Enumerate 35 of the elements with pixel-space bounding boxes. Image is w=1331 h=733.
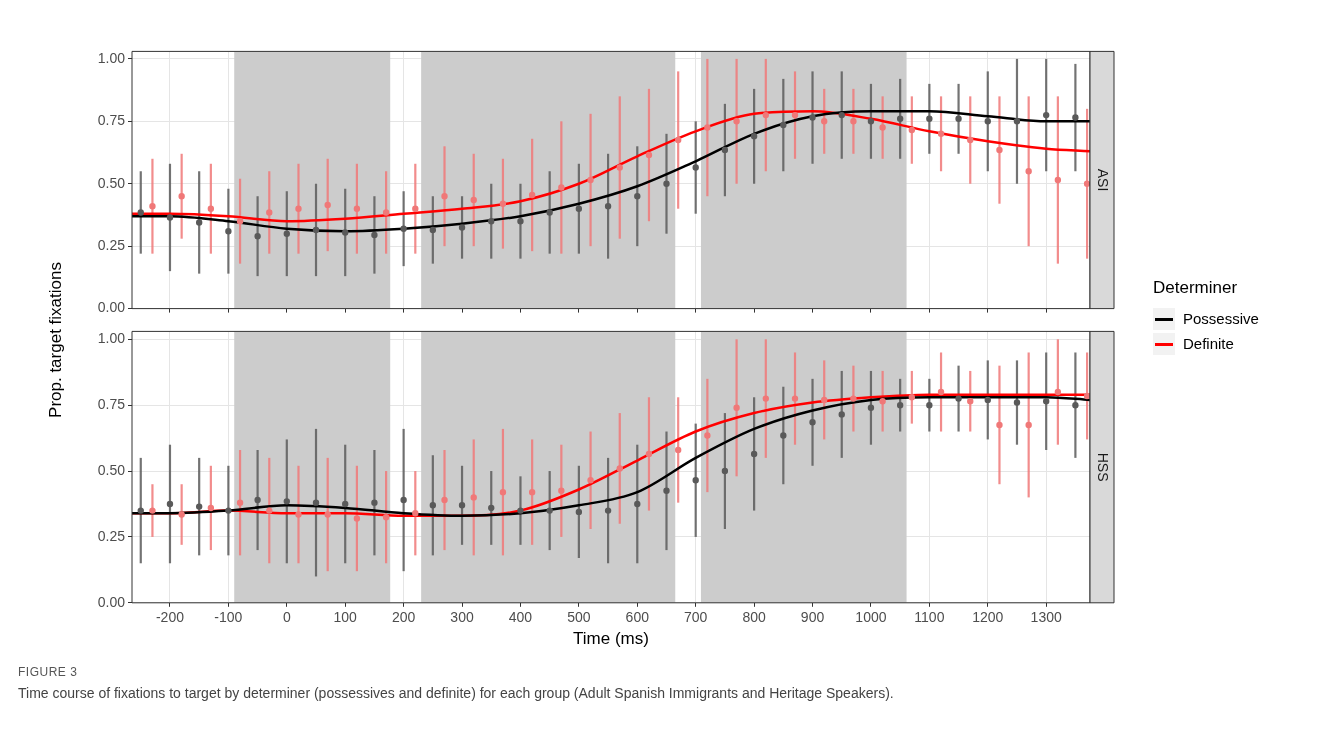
y-tick-label: 0.50 — [97, 461, 126, 478]
caption: FIGURE 3 — [18, 665, 79, 679]
y-tick-label: 0.75 — [97, 396, 126, 413]
x-tick-label: 600 — [625, 609, 650, 626]
x-tick-label: 900 — [800, 609, 825, 626]
x-tick-label: -200 — [155, 609, 185, 626]
x-tick-label: 700 — [684, 609, 708, 626]
text: ASI — [1095, 168, 1112, 192]
y-tick-label: 0.25 — [97, 527, 126, 544]
x-tick-label: -100 — [214, 609, 243, 626]
y-tick-label: 0.00 — [97, 593, 126, 610]
x-axis-title: Time (ms) — [573, 629, 649, 649]
x-tick-label: 1200 — [972, 609, 1004, 626]
x-tick-label: 200 — [391, 609, 416, 626]
y-tick-label: 1.00 — [97, 49, 126, 66]
legend-label: Possessive — [1183, 310, 1259, 327]
x-tick-label: 300 — [450, 609, 474, 626]
y-tick-label: 0.25 — [97, 237, 126, 254]
y-tick-label: 0.50 — [97, 174, 126, 191]
y-tick-label: 0.00 — [97, 299, 126, 316]
y-tick-label: 0.75 — [97, 112, 126, 129]
x-tick-label: 1300 — [1030, 609, 1062, 626]
x-tick-label: 1100 — [914, 609, 945, 626]
x-tick-label: 0 — [282, 609, 291, 626]
legend-label: Definite — [1183, 335, 1234, 352]
x-tick-label: 800 — [742, 609, 767, 626]
x-tick-label: 400 — [508, 609, 533, 626]
x-tick-label: 100 — [333, 609, 358, 626]
text: HSS — [1095, 452, 1112, 482]
text: Time course of fixations to target by determiner (possessives and definite) for each group (Adult Spanish Immigrants and Heritage Speakers). — [18, 685, 894, 701]
x-tick-label: 500 — [567, 609, 591, 626]
x-tick-label: 1000 — [855, 609, 887, 626]
y-axis-title: Prop. target fixations — [46, 262, 66, 418]
legend-title: Determiner — [1153, 278, 1239, 298]
y-tick-label: 1.00 — [97, 330, 126, 347]
